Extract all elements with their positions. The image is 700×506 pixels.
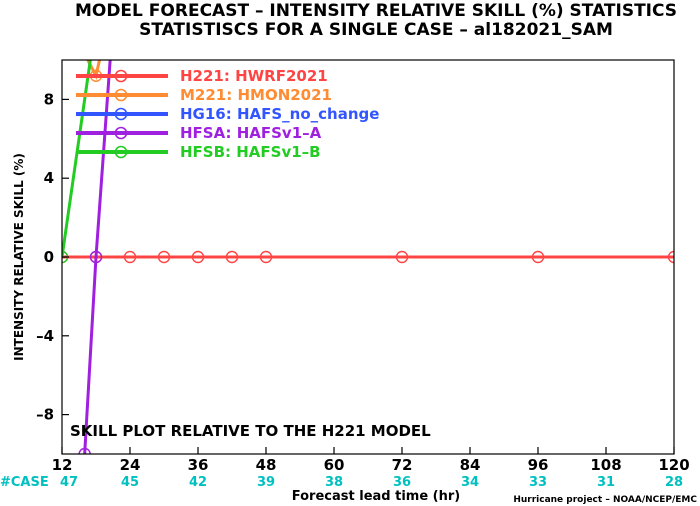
legend-label-hfsb: HFSB: HAFSv1–B <box>180 143 321 161</box>
x-tick-label: 60 <box>324 456 345 474</box>
legend-marker-h221 <box>114 69 128 83</box>
data-point-h221 <box>259 250 273 264</box>
series-layer <box>57 5 674 454</box>
case-count: 38 <box>325 475 343 490</box>
case-count: 42 <box>189 475 207 490</box>
series-line-hfsb <box>62 60 92 258</box>
x-tick-label: 84 <box>460 456 481 474</box>
legend-marker-hg16 <box>114 107 128 121</box>
case-count: 28 <box>665 475 683 490</box>
y-tick-label: 4 <box>44 169 54 187</box>
case-count: 39 <box>257 475 275 490</box>
data-point-h221 <box>225 250 239 264</box>
case-count: 45 <box>121 475 139 490</box>
y-axis: –8 –4 0 4 8 <box>36 90 69 424</box>
data-point-hfsa <box>89 250 103 264</box>
skill-plot-note: SKILL PLOT RELATIVE TO THE H221 MODEL <box>70 422 431 440</box>
legend-marker-m221 <box>114 88 128 102</box>
data-point-h221 <box>123 250 137 264</box>
chart-subtitle: STATISTISCS FOR A SINGLE CASE – al182021… <box>139 20 613 40</box>
y-tick-label: 8 <box>44 90 54 108</box>
legend-marker-hfsa <box>114 126 128 140</box>
data-point-h221 <box>157 250 171 264</box>
case-count: 36 <box>393 475 411 490</box>
x-tick-label: 48 <box>256 456 277 474</box>
legend-label-hg16: HG16: HAFS_no_change <box>180 105 379 123</box>
legend-label-h221: H221: HWRF2021 <box>180 67 328 85</box>
y-tick-label: –8 <box>36 406 54 424</box>
case-label: #CASE <box>0 475 49 490</box>
case-count: 34 <box>461 475 479 490</box>
case-counts: 47 45 42 39 38 36 34 33 31 28 <box>60 475 683 490</box>
data-point-h221 <box>395 250 409 264</box>
x-axis-label: Forecast lead time (hr) <box>292 489 460 504</box>
legend-marker-hfsb <box>114 145 128 159</box>
x-tick-label: 96 <box>528 456 549 474</box>
case-count: 33 <box>529 475 547 490</box>
data-point-hfsa <box>78 447 91 454</box>
x-tick-label: 108 <box>590 456 621 474</box>
x-tick-label: 12 <box>52 456 73 474</box>
y-axis-label: INTENSITY RELATIVE SKILL (%) <box>12 153 26 361</box>
x-tick-label: 120 <box>658 456 689 474</box>
x-tick-label: 72 <box>392 456 413 474</box>
data-point-h221 <box>667 250 674 264</box>
y-tick-label: 0 <box>44 248 54 266</box>
chart-title: MODEL FORECAST – INTENSITY RELATIVE SKIL… <box>75 1 677 21</box>
series-line-hfsa <box>83 60 112 454</box>
y-tick-label: –4 <box>36 327 54 345</box>
legend-label-m221: M221: HMON2021 <box>180 86 332 104</box>
data-point-m221 <box>57 5 68 16</box>
credit-text: Hurricane project – NOAA/NCEP/EMC <box>513 495 697 505</box>
x-tick-label: 36 <box>188 456 209 474</box>
data-point-h221 <box>191 250 205 264</box>
case-count: 47 <box>60 475 78 490</box>
legend-label-hfsa: HFSA: HAFSv1–A <box>180 124 322 142</box>
x-axis: 12 24 36 48 60 72 84 96 108 120 <box>52 447 690 474</box>
data-point-h221 <box>531 250 545 264</box>
case-count: 31 <box>597 475 615 490</box>
x-tick-label: 24 <box>120 456 141 474</box>
